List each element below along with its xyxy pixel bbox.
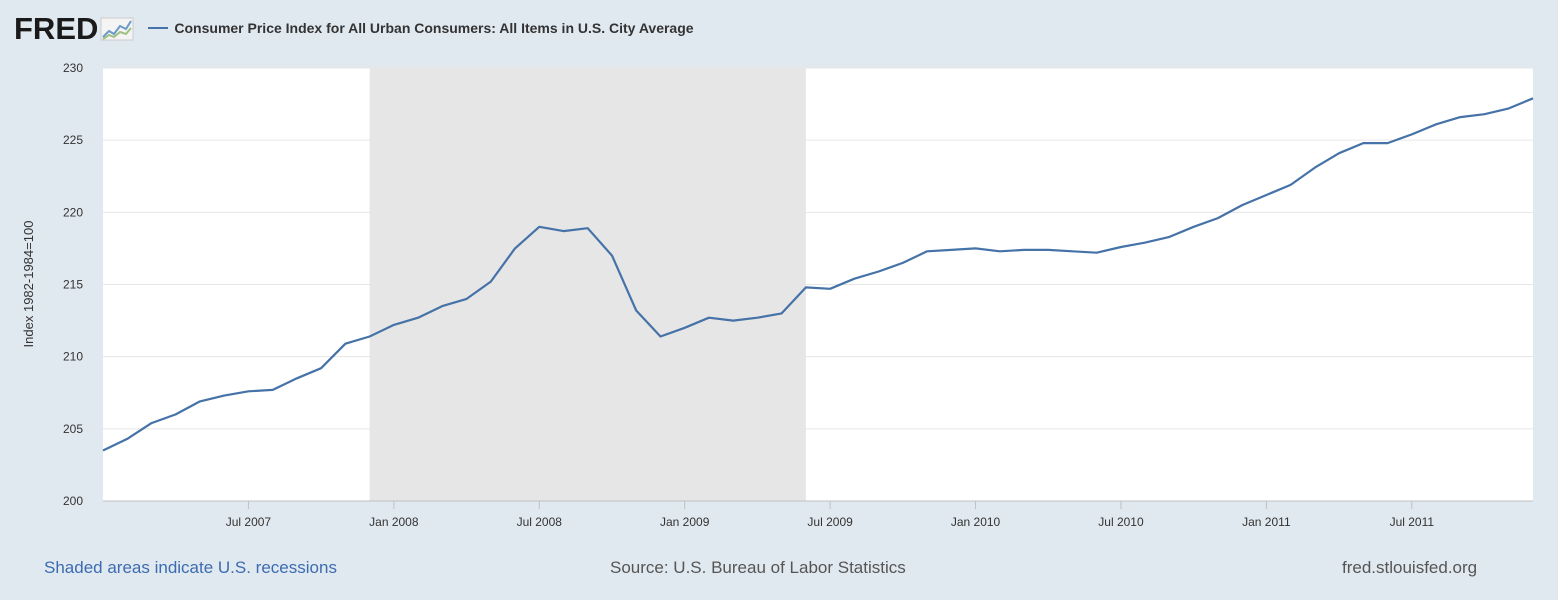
recession-note-link[interactable]: Shaded areas indicate U.S. recessions [44,558,337,577]
y-tick-label-200: 200 [63,494,83,508]
y-axis-ticks: 200 205 210 215 220 225 230 [63,61,83,508]
y-tick-label-225: 225 [63,133,83,147]
y-tick-label-205: 205 [63,422,83,436]
data-point[interactable] [561,228,567,234]
data-point[interactable] [1118,244,1124,250]
data-point[interactable] [1336,150,1342,156]
data-point[interactable] [1263,192,1269,198]
data-point[interactable] [851,276,857,282]
data-point[interactable] [730,318,736,324]
data-point[interactable] [1191,224,1197,230]
data-point[interactable] [1482,111,1488,117]
y-tick-label-230: 230 [63,61,83,75]
data-point[interactable] [1312,165,1318,171]
data-point[interactable] [803,284,809,290]
data-point[interactable] [197,398,203,404]
data-point[interactable] [706,315,712,321]
fred-logo[interactable]: FRED [14,10,99,46]
data-point[interactable] [924,248,930,254]
data-point[interactable] [1288,182,1294,188]
x-tick-label-6: Jul 2010 [1098,515,1144,529]
data-point[interactable] [779,310,785,316]
series-line-0[interactable] [102,97,1534,452]
site-link[interactable]: fred.stlouisfed.org [1342,558,1478,577]
grid-lines [103,67,1533,502]
data-point[interactable] [367,333,373,339]
data-point[interactable] [1166,234,1172,240]
data-point[interactable] [342,341,348,347]
data-point[interactable] [245,388,251,394]
data-point[interactable] [1021,247,1027,253]
x-tick-label-4: Jul 2009 [807,515,853,529]
data-point[interactable] [1094,250,1100,256]
chart-legend[interactable]: Consumer Price Index for All Urban Consu… [148,20,694,36]
y-tick-label-220: 220 [63,205,83,219]
data-point[interactable] [100,447,106,453]
data-point[interactable] [1457,114,1463,120]
x-tick-label-1: Jan 2008 [369,515,419,529]
x-tick-label-2: Jul 2008 [517,515,563,529]
data-point[interactable] [948,247,954,253]
legend-series-label: Consumer Price Index for All Urban Consu… [174,20,694,36]
x-tick-label-8: Jul 2011 [1390,515,1435,529]
data-point[interactable] [585,225,591,231]
data-point[interactable] [294,375,300,381]
data-point[interactable] [973,245,979,251]
x-tick-label-3: Jan 2009 [660,515,710,529]
data-point[interactable] [536,224,542,230]
data-point[interactable] [1385,140,1391,146]
chart-header: FRED Consumer Price Index for All Urban … [14,10,694,46]
data-point[interactable] [488,279,494,285]
data-point[interactable] [464,296,470,302]
data-point[interactable] [221,393,227,399]
data-point[interactable] [1530,95,1536,101]
data-point[interactable] [657,333,663,339]
data-point[interactable] [997,248,1003,254]
data-point[interactable] [633,307,639,313]
data-point[interactable] [173,411,179,417]
data-point[interactable] [391,322,397,328]
y-axis-label: Index 1982-1984=100 [21,221,36,348]
data-point[interactable] [1069,248,1075,254]
data-point[interactable] [1045,247,1051,253]
x-tick-label-0: Jul 2007 [226,515,272,529]
y-tick-label-210: 210 [63,350,83,364]
data-point[interactable] [876,269,882,275]
data-point[interactable] [512,245,518,251]
data-point[interactable] [682,325,688,331]
data-point[interactable] [415,315,421,321]
data-point[interactable] [1239,202,1245,208]
y-tick-label-215: 215 [63,278,83,292]
data-point[interactable] [1215,215,1221,221]
data-point[interactable] [124,436,130,442]
data-point[interactable] [1506,105,1512,111]
x-tick-label-7: Jan 2011 [1242,515,1291,529]
data-point[interactable] [270,387,276,393]
data-point[interactable] [1360,140,1366,146]
data-point[interactable] [318,365,324,371]
data-point[interactable] [148,420,154,426]
data-point[interactable] [754,315,760,321]
data-point[interactable] [1409,131,1415,137]
x-tick-label-5: Jan 2010 [951,515,1001,529]
data-point[interactable] [1433,121,1439,127]
data-point[interactable] [439,303,445,309]
legend-swatch [148,27,169,29]
x-axis-ticks: Jul 2007 Jan 2008 Jul 2008 Jan 2009 Jul 2009… [226,501,1435,529]
source-text: Source: U.S. Bureau of Labor Statistics [610,558,906,577]
data-point[interactable] [1142,240,1148,246]
trend-graph-icon [100,17,134,41]
data-point[interactable] [900,260,906,266]
data-point[interactable] [609,253,615,259]
series-layer [100,95,1536,453]
data-point[interactable] [827,286,833,292]
